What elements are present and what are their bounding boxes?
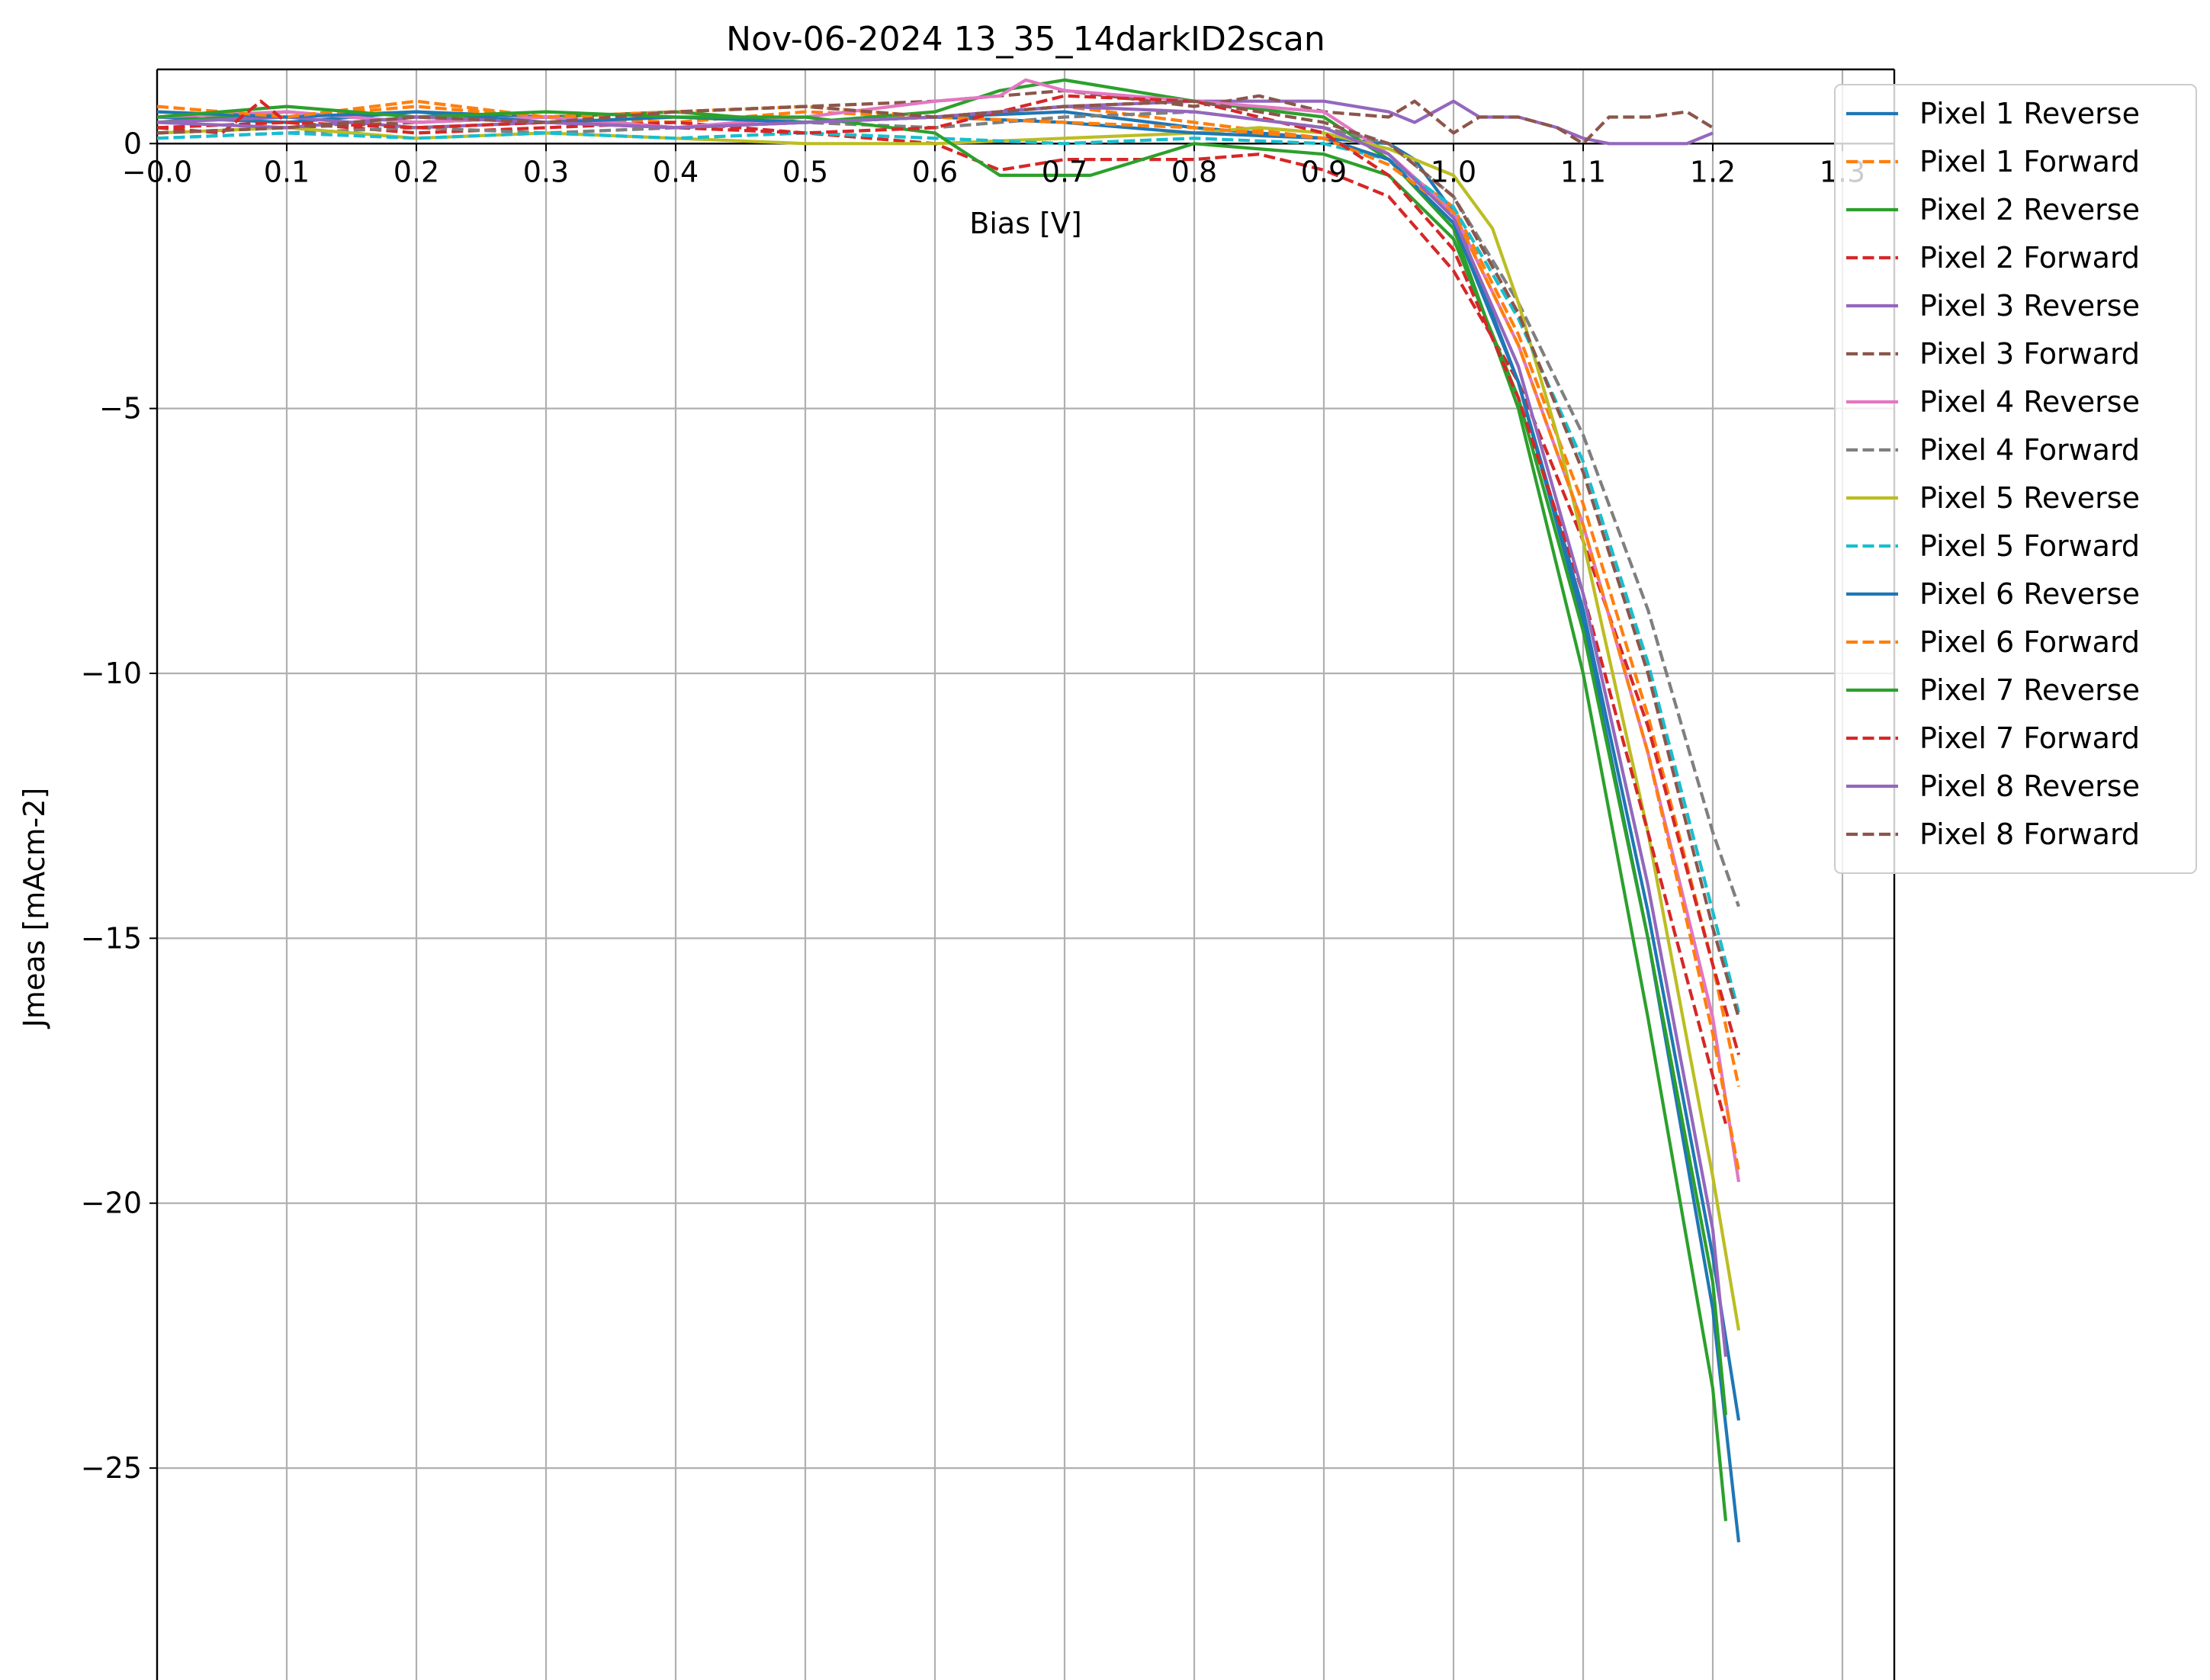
legend-entry-label: Pixel 1 Forward — [1919, 145, 2140, 178]
series-line-4 — [157, 120, 1741, 1055]
legend-entry-label: Pixel 8 Reverse — [1919, 769, 2140, 803]
x-axis-label: Bias [V] — [969, 207, 1081, 240]
x-tick-label: 1.0 — [1431, 155, 1476, 188]
x-tick-label: 0.8 — [1171, 155, 1217, 188]
y-tick-label: −5 — [99, 392, 142, 426]
legend-entry-label: Pixel 3 Forward — [1919, 337, 2140, 371]
legend-entry-label: Pixel 6 Forward — [1919, 625, 2140, 659]
x-tick-label: 1.2 — [1690, 155, 1736, 188]
series-line-13 — [157, 104, 1728, 1415]
legend-entry-label: Pixel 5 Reverse — [1919, 481, 2140, 515]
y-tick-label: −25 — [81, 1451, 142, 1485]
x-tick-label: 0.6 — [912, 155, 958, 188]
legend-entry-label: Pixel 6 Reverse — [1919, 577, 2140, 611]
legend-box — [1834, 84, 2197, 874]
x-tick-label: 0.2 — [393, 155, 439, 188]
legend: Pixel 1 Reverse Pixel 1 Forward Pixel 2 Re… — [1834, 84, 2197, 874]
x-tick-label: 0.1 — [264, 155, 310, 188]
legend-entry-label: Pixel 2 Forward — [1919, 241, 2140, 275]
y-tick-label: −15 — [81, 921, 142, 955]
series-line-11 — [157, 110, 1741, 1421]
y-tick-label: −10 — [81, 657, 142, 690]
legend-entry-label: Pixel 4 Reverse — [1919, 385, 2140, 419]
x-tick-label: 0.3 — [523, 155, 569, 188]
x-tick-label: 0.5 — [782, 155, 828, 188]
chart-title: Nov-06-2024 13_35_14darkID2scan — [726, 20, 1325, 59]
legend-entry-label: Pixel 7 Reverse — [1919, 673, 2140, 707]
legend-entry-label: Pixel 5 Forward — [1919, 529, 2140, 563]
x-tick-label: 0.7 — [1042, 155, 1087, 188]
x-tick-label: 1.1 — [1560, 155, 1606, 188]
legend-entry-label: Pixel 1 Reverse — [1919, 97, 2140, 130]
legend-entry-label: Pixel 2 Reverse — [1919, 193, 2140, 226]
y-axis-label: Jmeas [mAcm-2] — [18, 788, 51, 1030]
series-line-16 — [157, 99, 1741, 1019]
x-tick-label: 0.9 — [1301, 155, 1347, 188]
legend-entry-label: Pixel 4 Forward — [1919, 433, 2140, 467]
legend-entry-label: Pixel 8 Forward — [1919, 818, 2140, 851]
y-tick-label: −20 — [81, 1187, 142, 1220]
legend-entry-label: Pixel 7 Forward — [1919, 721, 2140, 755]
series-lines — [157, 78, 1741, 1543]
series-line-10 — [157, 131, 1741, 1013]
x-tick-label: −0.0 — [122, 155, 192, 188]
x-tick-label: 0.4 — [653, 155, 699, 188]
series-line-12 — [157, 99, 1741, 1172]
y-tick-label: 0 — [124, 127, 142, 160]
legend-entry-label: Pixel 3 Reverse — [1919, 289, 2140, 323]
